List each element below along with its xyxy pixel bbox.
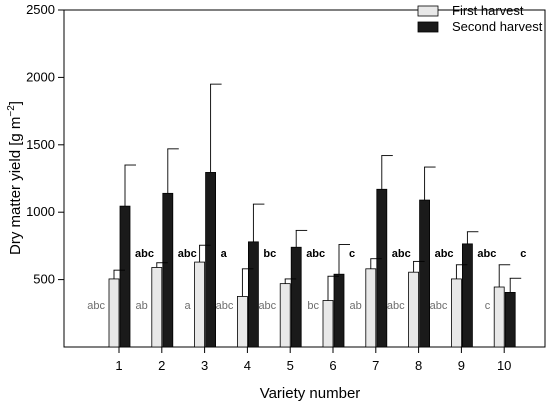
legend: First harvest Second harvest (417, 3, 543, 34)
bar-second-harvest (376, 188, 388, 348)
y-axis-title-exponent: −2 (6, 105, 17, 117)
significance-letter-first-harvest: abc (387, 300, 405, 312)
legend-label-first-harvest: First harvest (452, 3, 524, 18)
bar-first-harvest (279, 283, 291, 348)
significance-letter-second-harvest: abc (306, 248, 325, 260)
legend-swatch-second-harvest (417, 21, 439, 33)
significance-letter-second-harvest: abc (477, 248, 496, 260)
significance-letter-first-harvest: abc (430, 300, 448, 312)
bar-second-harvest (290, 246, 302, 348)
bar-second-harvest (504, 292, 516, 348)
bar-second-harvest (461, 243, 473, 348)
significance-letters: abc abc ab abc a a abc bc abc abc bc c ab abc abc abc ab… (87, 248, 526, 312)
x-axis-title: Variety number (260, 385, 361, 402)
x-tick-label: 7 (372, 358, 379, 373)
x-tick-label: 1 (115, 358, 122, 373)
y-axis: 500 1000 1500 2000 2500 (26, 2, 64, 287)
bar-first-harvest (194, 261, 206, 348)
x-tick-label: 8 (415, 358, 422, 373)
bar-second-harvest (119, 205, 131, 348)
significance-letter-first-harvest: a (184, 300, 191, 312)
significance-letter-second-harvest: abc (435, 248, 454, 260)
significance-letter-second-harvest: c (349, 248, 355, 260)
significance-letter-second-harvest: abc (135, 248, 154, 260)
y-tick-label: 2000 (26, 69, 55, 84)
significance-letter-first-harvest: ab (136, 300, 148, 312)
y-tick-label: 1000 (26, 204, 55, 219)
bar-second-harvest (333, 273, 345, 348)
x-tick-label: 2 (158, 358, 165, 373)
bar-second-harvest (205, 172, 217, 348)
bar-second-harvest (419, 199, 431, 348)
x-tick-label: 6 (329, 358, 336, 373)
significance-letter-first-harvest: bc (307, 300, 319, 312)
y-axis-title: Dry matter yield [g m−2] (6, 101, 24, 255)
x-tick-label: 3 (201, 358, 208, 373)
significance-letter-first-harvest: abc (258, 300, 276, 312)
bar-second-harvest (247, 241, 259, 348)
y-axis-title-main: Dry matter yield [g m (7, 117, 24, 255)
bar-first-harvest (236, 296, 248, 348)
x-tick-label: 4 (244, 358, 251, 373)
legend-label-second-harvest: Second harvest (452, 19, 543, 34)
x-tick-label: 5 (287, 358, 294, 373)
y-tick-label: 1500 (26, 137, 55, 152)
plot-frame (63, 9, 546, 348)
bar-first-harvest (322, 300, 334, 348)
bar-first-harvest (108, 278, 120, 348)
error-bars (113, 83, 522, 301)
significance-letter-first-harvest: c (485, 300, 491, 312)
bar-first-harvest (493, 286, 505, 348)
bar-second-harvest (162, 192, 174, 348)
significance-letter-second-harvest: a (221, 248, 228, 260)
significance-letter-second-harvest: abc (178, 248, 197, 260)
significance-letter-first-harvest: ab (350, 300, 362, 312)
y-axis-title-close: ] (7, 101, 24, 105)
significance-letter-first-harvest: abc (87, 300, 105, 312)
significance-letter-second-harvest: bc (263, 248, 276, 260)
bar-first-harvest (151, 267, 163, 348)
bar-first-harvest (450, 278, 462, 348)
y-tick-label: 500 (33, 272, 55, 287)
legend-swatch-first-harvest (417, 5, 439, 17)
significance-letter-first-harvest: abc (216, 300, 234, 312)
significance-letter-second-harvest: c (520, 248, 526, 260)
y-tick-label: 2500 (26, 2, 55, 17)
x-tick-label: 9 (458, 358, 465, 373)
plot-area (63, 9, 546, 348)
significance-letter-second-harvest: abc (392, 248, 411, 260)
bar-first-harvest (408, 271, 420, 348)
x-axis: 1 2 3 4 5 6 7 8 9 10 (115, 347, 511, 373)
bar-first-harvest (365, 268, 377, 348)
x-tick-label: 10 (497, 358, 511, 373)
